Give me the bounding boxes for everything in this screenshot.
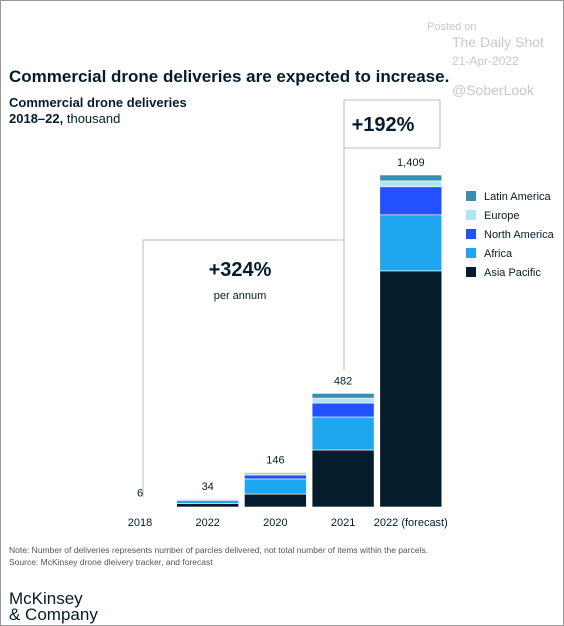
legend-swatch <box>466 267 476 277</box>
watermark-posted: Posted on <box>427 21 477 33</box>
bar-segment <box>244 493 307 508</box>
bracket-1 <box>142 239 344 497</box>
bar-segment <box>176 503 239 508</box>
x-tick-label: 2021 <box>331 517 355 529</box>
total-label: 146 <box>266 455 284 467</box>
bar-segment <box>379 186 443 216</box>
legend-swatch <box>466 210 476 220</box>
logo: McKinsey <box>9 589 83 608</box>
bracket-2 <box>343 99 441 370</box>
x-tick-label: 2020 <box>263 517 287 529</box>
bar-segment <box>311 393 375 399</box>
bar-segment <box>379 270 443 508</box>
x-tick-label: 2022 (forecast) <box>374 517 448 529</box>
brackets <box>142 99 441 497</box>
total-label: 6 <box>137 488 143 500</box>
bar-segment <box>176 500 239 504</box>
subtitle-unit-line: 2018–22, thousand <box>9 111 120 126</box>
legend-label: Asia Pacific <box>484 267 541 279</box>
bar-segment <box>311 449 375 508</box>
bar-segment <box>311 402 375 418</box>
legend-label: North America <box>484 229 555 241</box>
subtitle-years: 2018–22, <box>9 111 63 126</box>
bar-segment <box>379 214 443 272</box>
bar-segment <box>244 478 307 495</box>
growth-label: +324% <box>209 259 272 281</box>
legend-swatch <box>466 191 476 201</box>
legend-swatch <box>466 229 476 239</box>
legend-swatch <box>466 248 476 258</box>
bar-segment <box>379 174 443 182</box>
legend-label: Latin America <box>484 191 552 203</box>
subtitle: Commercial drone deliveries <box>9 95 187 110</box>
x-tick-label: 2022 <box>195 517 219 529</box>
chart-title: Commercial drone deliveries are expected… <box>9 67 449 86</box>
total-label: 34 <box>202 481 214 493</box>
x-tick-label: 2018 <box>128 517 152 529</box>
watermark-date: 21-Apr-2022 <box>452 54 519 68</box>
note: Note: Number of deliveries represents nu… <box>9 545 428 555</box>
bar-segment <box>311 397 375 404</box>
logo: & Company <box>9 605 98 624</box>
growth-note: per annum <box>214 290 267 302</box>
watermark-site: The Daily Shot <box>452 34 544 50</box>
watermark-handle: @SoberLook <box>452 82 535 98</box>
bar-segment <box>244 472 307 475</box>
total-label: 482 <box>334 375 352 387</box>
bar-segment <box>244 474 307 480</box>
bar-segment <box>311 416 375 451</box>
bar-segment <box>379 180 443 188</box>
total-label: 1,409 <box>397 157 425 169</box>
legend-label: Europe <box>484 210 519 222</box>
legend-label: Africa <box>484 248 513 260</box>
growth-label: +192% <box>352 114 415 136</box>
subtitle-unit: thousand <box>67 111 121 126</box>
source: Source: McKinsey drone dleivery tracker,… <box>9 557 213 567</box>
plot: 6 2018 34 2022 146 2020 482 2021 1,409 2022 (fore… <box>108 157 555 529</box>
